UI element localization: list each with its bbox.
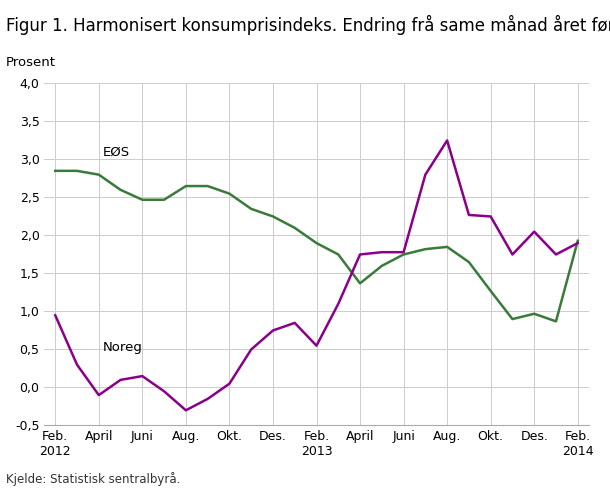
Text: Prosent: Prosent bbox=[6, 56, 56, 69]
Text: EØS: EØS bbox=[103, 145, 131, 159]
Text: Noreg: Noreg bbox=[103, 341, 143, 354]
Text: Figur 1. Harmonisert konsumprisindeks. Endring frå same månad året før: Figur 1. Harmonisert konsumprisindeks. E… bbox=[6, 15, 610, 35]
Text: Kjelde: Statistisk sentralbyrå.: Kjelde: Statistisk sentralbyrå. bbox=[6, 471, 181, 486]
